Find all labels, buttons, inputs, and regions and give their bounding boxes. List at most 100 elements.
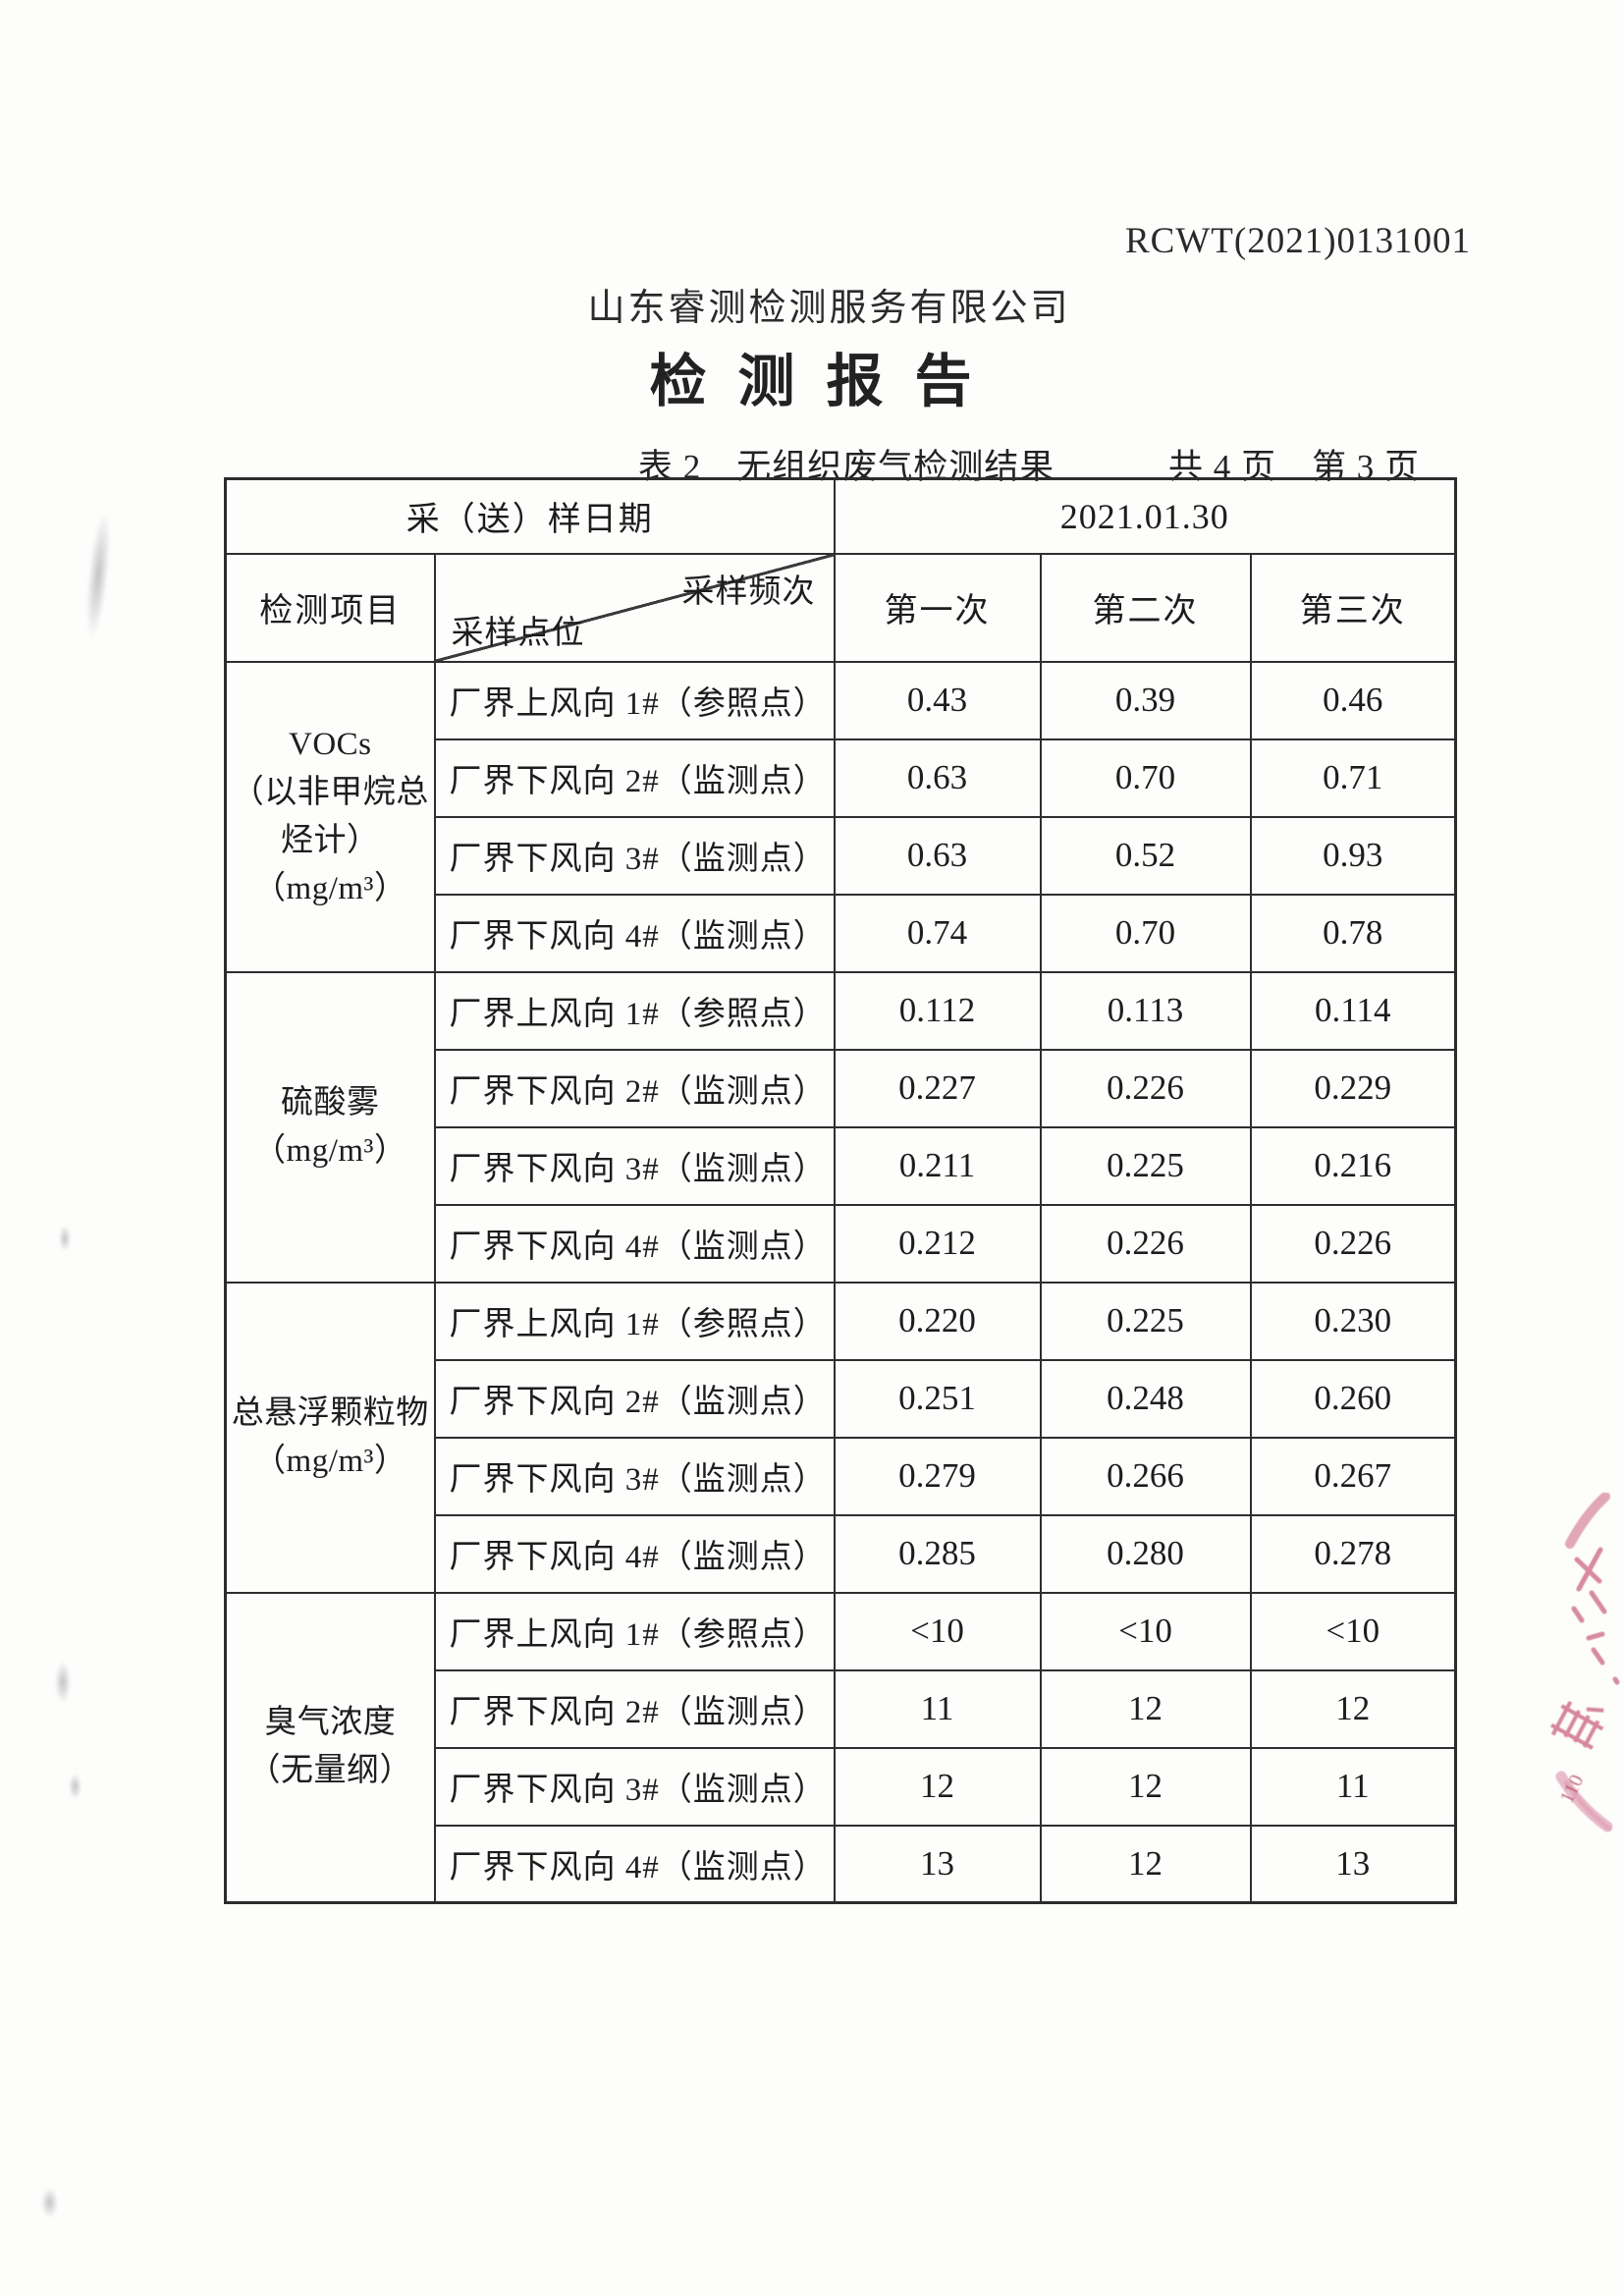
value-cell: 0.216	[1249, 1125, 1457, 1206]
report-title: 检测报告	[649, 350, 1003, 413]
table-row: 厂界下风向 2#（监测点） 0.251 0.248 0.260	[226, 1358, 1457, 1439]
table-row: 硫酸雾 （mg/m³） 厂界上风向 1#（参照点） 0.112 0.113 0.114	[224, 970, 1457, 1284]
value-cell: 0.46	[1249, 660, 1457, 740]
item-line: 硫酸雾	[281, 1084, 380, 1121]
value-cell: 0.211	[833, 1125, 1042, 1206]
scan-artifact	[69, 1774, 81, 1799]
sampling-point-cell: 厂界下风向 2#（监测点）	[433, 738, 836, 818]
value-cell: 0.260	[1249, 1358, 1457, 1439]
results-table: 采（送）样日期 2021.01.30 检测项目 采样频次 采样点位 第一次 第二…	[224, 477, 1458, 1904]
value-cell: 11	[833, 1668, 1042, 1749]
header-row: 检测项目 采样频次 采样点位 第一次 第二次 第三次	[224, 552, 1457, 663]
sampling-point-cell: 厂界上风向 1#（参照点）	[433, 970, 836, 1051]
value-cell: 0.280	[1039, 1513, 1252, 1594]
item-line: 烃计）	[281, 822, 380, 858]
item-cell: 总悬浮颗粒物 （mg/m³）	[224, 1281, 436, 1594]
seal-character-marks	[1550, 1700, 1604, 1750]
value-cell: 0.227	[833, 1048, 1042, 1128]
value-cell: 0.70	[1039, 738, 1252, 818]
item-line: （无量纲）	[247, 1753, 412, 1789]
value-cell: 0.226	[1039, 1048, 1252, 1128]
sampling-point-cell: 厂界下风向 2#（监测点）	[433, 1358, 836, 1439]
value-cell: 13	[833, 1824, 1042, 1904]
item-line: （以非甲烷总	[231, 774, 429, 810]
item-cell: 臭气浓度 （无量纲）	[224, 1591, 436, 1904]
value-cell: 0.267	[1249, 1436, 1457, 1516]
table-row: 厂界下风向 2#（监测点） 0.63 0.70 0.71	[226, 738, 1457, 818]
item-line: 臭气浓度	[264, 1705, 397, 1741]
value-cell: 0.114	[1249, 970, 1457, 1051]
value-cell: 0.43	[833, 660, 1042, 740]
value-cell: 0.63	[833, 815, 1042, 896]
sampling-point-cell: 厂界下风向 4#（监测点）	[433, 1513, 836, 1594]
item-column-header: 检测项目	[224, 552, 436, 663]
sampling-point-cell: 厂界下风向 3#（监测点）	[433, 1746, 836, 1827]
value-cell: 0.70	[1039, 893, 1252, 973]
value-cell: 0.285	[833, 1513, 1042, 1594]
table-row: 厂界下风向 3#（监测点） 12 12 11	[226, 1746, 1457, 1827]
sampling-point-cell: 厂界下风向 2#（监测点）	[433, 1668, 836, 1749]
value-cell: 0.74	[833, 893, 1042, 973]
value-cell: 0.226	[1039, 1203, 1252, 1284]
sampling-point-cell: 厂界下风向 3#（监测点）	[433, 1125, 836, 1206]
sample-date-label: 采（送）样日期	[224, 477, 836, 555]
sampling-point-cell: 厂界下风向 3#（监测点）	[433, 1436, 836, 1516]
table-row: 厂界下风向 4#（监测点） 0.74 0.70 0.78	[226, 893, 1457, 973]
scan-artifact	[55, 1662, 71, 1703]
value-cell: 0.63	[833, 738, 1042, 818]
value-cell: 0.279	[833, 1436, 1042, 1516]
sampling-point-cell: 厂界下风向 4#（监测点）	[433, 1824, 836, 1904]
value-cell: 0.225	[1039, 1125, 1252, 1206]
sampling-point-cell: 厂界上风向 1#（参照点）	[433, 1281, 836, 1361]
table-row: 厂界下风向 4#（监测点） 13 12 13	[226, 1824, 1457, 1904]
value-cell: 0.71	[1249, 738, 1457, 818]
value-cell: 0.225	[1039, 1281, 1252, 1361]
diag-label-frequency: 采样频次	[681, 574, 816, 610]
value-cell: 13	[1249, 1824, 1457, 1904]
sampling-point-cell: 厂界下风向 3#（监测点）	[433, 815, 836, 896]
scan-artifact	[41, 2188, 58, 2217]
sampling-point-cell: 厂界下风向 4#（监测点）	[433, 1203, 836, 1284]
sampling-point-cell: 厂界下风向 2#（监测点）	[433, 1048, 836, 1128]
item-cell: VOCs （以非甲烷总 烃计） （mg/m³）	[224, 660, 436, 973]
value-cell: 12	[1039, 1824, 1252, 1904]
value-cell: 0.212	[833, 1203, 1042, 1284]
table-row: 厂界下风向 2#（监测点） 0.227 0.226 0.229	[226, 1048, 1457, 1128]
value-cell: <10	[1039, 1591, 1252, 1671]
date-row: 采（送）样日期 2021.01.30	[224, 477, 1457, 555]
item-line: （mg/m³）	[253, 870, 407, 906]
diagonal-header-cell: 采样频次 采样点位	[433, 552, 836, 663]
table-row: 厂界下风向 4#（监测点） 0.285 0.280 0.278	[226, 1513, 1457, 1594]
table-row: 厂界下风向 4#（监测点） 0.212 0.226 0.226	[226, 1203, 1457, 1284]
value-cell: 0.266	[1039, 1436, 1252, 1516]
value-cell: 0.248	[1039, 1358, 1252, 1439]
table-row: 总悬浮颗粒物 （mg/m³） 厂界上风向 1#（参照点） 0.220 0.225 0.23…	[224, 1281, 1457, 1594]
table-row: 厂界下风向 3#（监测点） 0.211 0.225 0.216	[226, 1125, 1457, 1206]
freq-header-3: 第三次	[1249, 552, 1457, 663]
value-cell: <10	[1249, 1591, 1457, 1671]
sampling-point-cell: 厂界下风向 4#（监测点）	[433, 893, 836, 973]
diag-label-point: 采样点位	[451, 615, 585, 651]
scan-artifact	[59, 1226, 71, 1251]
seal-character-marks	[1571, 1547, 1620, 1685]
freq-header-1: 第一次	[833, 552, 1042, 663]
table-row: 臭气浓度 （无量纲） 厂界上风向 1#（参照点） <10 <10 <10	[224, 1591, 1457, 1904]
value-cell: 12	[1039, 1668, 1252, 1749]
scan-artifact	[81, 512, 115, 639]
value-cell: 0.113	[1039, 970, 1252, 1051]
table-row: 厂界下风向 3#（监测点） 0.63 0.52 0.93	[226, 815, 1457, 896]
value-cell: 12	[833, 1746, 1042, 1827]
value-cell: 0.93	[1249, 815, 1457, 896]
sampling-point-cell: 厂界上风向 1#（参照点）	[433, 660, 836, 740]
value-cell: 0.78	[1249, 893, 1457, 973]
sampling-point-cell: 厂界上风向 1#（参照点）	[433, 1591, 836, 1671]
value-cell: 0.226	[1249, 1203, 1457, 1284]
value-cell: 0.112	[833, 970, 1042, 1051]
table-row: 厂界下风向 3#（监测点） 0.279 0.266 0.267	[226, 1436, 1457, 1516]
value-cell: 11	[1249, 1746, 1457, 1827]
sample-date-value: 2021.01.30	[833, 477, 1457, 555]
table-row: VOCs （以非甲烷总 烃计） （mg/m³） 厂界上风向 1#（参照点） 0.43 0.3…	[224, 660, 1457, 973]
red-seal-partial: 110	[1550, 1493, 1620, 1832]
value-cell: 0.39	[1039, 660, 1252, 740]
